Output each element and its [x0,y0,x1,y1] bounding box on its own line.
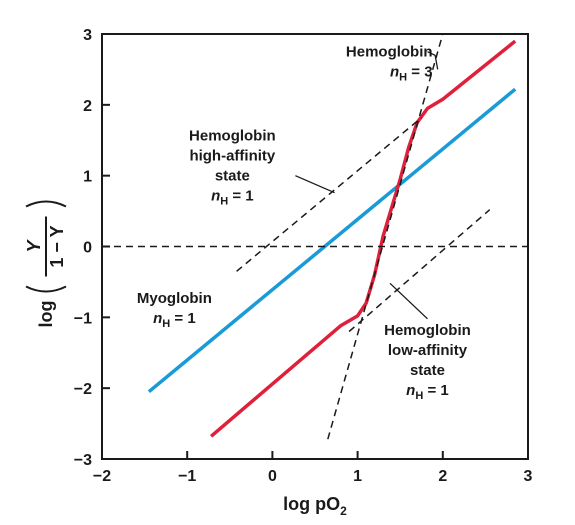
y-axis-paren-left [25,285,67,293]
annotation-text: high-affinity [189,147,275,164]
x-tick-label: 1 [353,468,362,485]
y-axis-frac-denominator: 1 − Y [47,225,67,267]
annotation-leader [295,175,335,194]
annotation-text: Hemoglobin [384,322,471,339]
y-tick-label: −1 [74,310,92,327]
y-tick-label: −2 [74,381,92,398]
annotation-leader [427,51,439,70]
annotation-text: state [215,167,250,184]
series-line-hemoglobin [209,39,517,438]
annotation-text: Hemoglobin [189,127,276,144]
annotations: Hemoglobin nH = 3 Hemoglobin high-affinity s… [137,44,471,402]
annotation-text: state [410,362,445,379]
annotation-text: low-affinity [388,342,468,359]
annotation-text: Myoglobin [137,290,212,307]
annotation-hb3: Hemoglobin nH = 3 [346,44,439,84]
annotation-hill-coefficient: nH = 1 [406,382,449,402]
annotation-myo: Myoglobin nH = 1 [137,290,212,330]
x-tick-label: −2 [93,468,111,485]
annotation-hbhigh: Hemoglobin high-affinity state nH = 1 [189,127,335,207]
x-tick-label: 0 [268,468,277,485]
annotation-hill-coefficient: nH = 1 [211,187,254,207]
y-tick-label: 3 [83,27,92,44]
annotation-hblow: Hemoglobin low-affinity state nH = 1 [384,282,471,402]
y-axis-frac-numerator: Y [24,239,44,253]
annotation-leader [389,282,428,320]
annotation-text: Hemoglobin [346,44,433,61]
annotation-hill-coefficient: nH = 3 [390,64,433,84]
x-axis-title: log pO2 [283,494,347,518]
y-axis-paren-right [25,200,67,208]
x-tick-label: −1 [178,468,196,485]
y-tick-label: 2 [83,98,92,115]
series-lines [102,33,528,440]
series-line-myoglobin [147,87,517,394]
y-axis-title-log: log [36,301,56,328]
y-tick-label: −3 [74,452,92,469]
series-line-hemoglobin-high-affinity-state [236,117,422,272]
y-axis-title: log Y 1 − Y [24,200,67,328]
series-line-hemoglobin-nh-3 [327,33,444,440]
x-tick-label: 3 [524,468,533,485]
annotation-hill-coefficient: nH = 1 [153,310,196,330]
x-tick-label: 2 [438,468,447,485]
series-line-hemoglobin-low-affinity-state [348,209,491,333]
y-tick-label: 1 [83,169,92,186]
y-tick-label: 0 [83,240,92,257]
